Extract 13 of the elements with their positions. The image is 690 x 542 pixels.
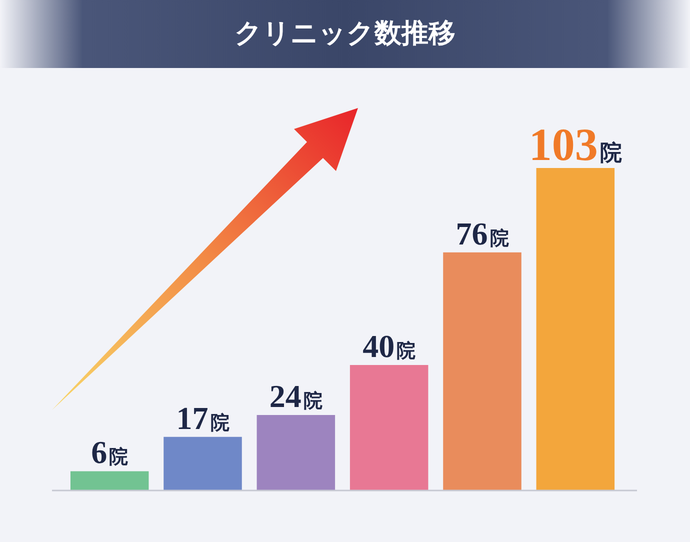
data-label: 40院 bbox=[362, 328, 416, 364]
bar bbox=[256, 414, 336, 490]
data-label: 103院 bbox=[528, 119, 622, 170]
data-label: 76院 bbox=[456, 215, 509, 252]
data-label: 6院 bbox=[91, 434, 128, 470]
bar bbox=[536, 168, 615, 490]
bar bbox=[70, 471, 149, 490]
bar bbox=[443, 252, 522, 490]
data-label: 24院 bbox=[269, 378, 322, 414]
bar bbox=[350, 364, 428, 490]
chart-title: クリニック数推移 bbox=[0, 0, 690, 68]
data-label: 17院 bbox=[176, 400, 230, 436]
bar bbox=[164, 436, 242, 490]
